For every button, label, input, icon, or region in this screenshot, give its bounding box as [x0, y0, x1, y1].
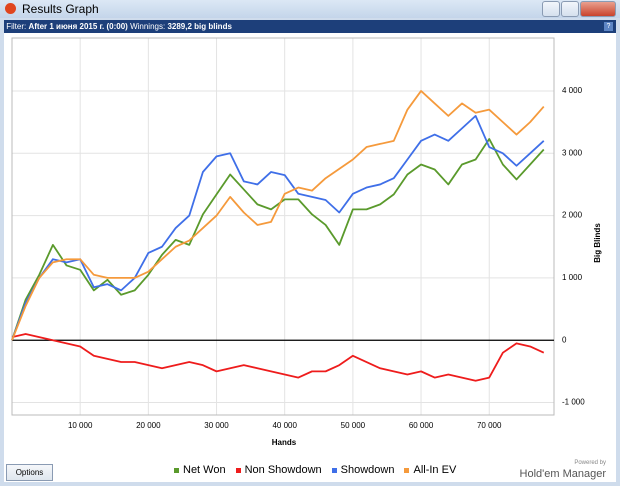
- y-tick-label: 4 000: [562, 86, 583, 95]
- chart: Hands Big Blinds -1 000 0 1 000 2 000 3 000 4…: [4, 33, 616, 458]
- y-tick-label: 1 000: [562, 273, 583, 282]
- y-tick-label: -1 000: [562, 398, 585, 407]
- legend-item[interactable]: Non Showdown: [235, 464, 322, 476]
- x-tick-label: 30 000: [204, 421, 229, 430]
- x-tick-label: 70 000: [477, 421, 502, 430]
- legend-item[interactable]: Net Won: [174, 464, 226, 476]
- legend-swatch: [404, 467, 410, 473]
- legend-swatch: [331, 467, 337, 473]
- legend-swatch: [235, 467, 241, 473]
- series-line: [11, 333, 545, 382]
- grid: [12, 38, 554, 415]
- y-tick-label: 0: [562, 335, 567, 344]
- legend-item[interactable]: All-In EV: [404, 464, 456, 476]
- winnings-label: Winnings:: [130, 22, 166, 31]
- plot-frame: [11, 37, 555, 416]
- powered-by: Powered by: [574, 460, 606, 466]
- y-tick-label: 2 000: [562, 211, 583, 220]
- brand: Hold'em Manager: [519, 468, 606, 480]
- winnings-value: 3289,2 big blinds: [167, 22, 232, 31]
- x-tick-label: 60 000: [409, 421, 434, 430]
- close-button[interactable]: [580, 1, 616, 17]
- legend-label: Non Showdown: [244, 464, 322, 476]
- title-bar: Results Graph: [0, 0, 620, 18]
- x-tick-label: 50 000: [341, 421, 366, 430]
- x-tick-label: 40 000: [272, 421, 297, 430]
- app-icon: [5, 3, 16, 14]
- maximize-button[interactable]: [561, 1, 579, 17]
- x-tick-label: 20 000: [136, 421, 161, 430]
- help-button[interactable]: ?: [604, 22, 613, 31]
- minimize-button[interactable]: [542, 1, 560, 17]
- x-tick-label: 10 000: [68, 421, 93, 430]
- y-axis-label: Big Blinds: [593, 223, 602, 263]
- legend-label: Showdown: [340, 464, 395, 476]
- series-line: [11, 90, 545, 341]
- window-title: Results Graph: [22, 2, 99, 16]
- series-line: [11, 114, 545, 341]
- x-axis-label: Hands: [272, 438, 297, 447]
- legend-swatch: [174, 467, 179, 473]
- legend: Net Won Non Showdown Showdown All-In EV: [174, 464, 456, 476]
- filter-label: Filter:: [6, 22, 27, 31]
- filter-bar: Filter: After 1 июня 2015 г. (0:00) Winn…: [4, 20, 616, 33]
- options-button[interactable]: Options: [6, 464, 53, 481]
- filter-value: After 1 июня 2015 г. (0:00): [28, 22, 128, 31]
- footer: Options Net Won Non Showdown Showdown All-I…: [4, 458, 616, 482]
- legend-label: Net Won: [183, 464, 226, 476]
- legend-label: All-In EV: [413, 464, 457, 476]
- y-tick-label: 3 000: [562, 148, 583, 157]
- legend-item[interactable]: Showdown: [331, 464, 395, 476]
- series-line: [11, 138, 545, 341]
